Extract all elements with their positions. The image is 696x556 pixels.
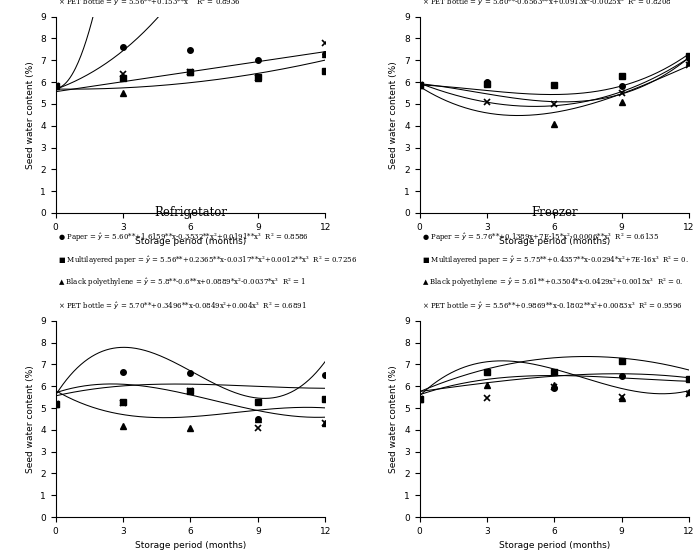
Y-axis label: Seed water content (%): Seed water content (%) — [390, 365, 399, 473]
Text: × PET bottle = $\hat{y}$ = 5.56**+0.9869**x-0.1802**x²+0.0083x³  R² = 0.9596: × PET bottle = $\hat{y}$ = 5.56**+0.9869… — [422, 301, 683, 312]
Text: ▲ Black polyethylene = $\hat{y}$ = 5.61**+0.3504*x-0.0429x²+0.0015x³  R² = 0.: ▲ Black polyethylene = $\hat{y}$ = 5.61*… — [422, 277, 683, 290]
Text: ● Paper = $\hat{y}$ = 5.60**+1.6159**x-0.3532**x²+0.0191**x³  R² = 0.8586: ● Paper = $\hat{y}$ = 5.60**+1.6159**x-0… — [58, 232, 309, 244]
Y-axis label: Seed water content (%): Seed water content (%) — [26, 365, 35, 473]
Text: ▲ Black polyethylene = $\hat{y}$ = 5.8**-0.6**x+0.0889*x²-0.0037*x³  R² = 1: ▲ Black polyethylene = $\hat{y}$ = 5.8**… — [58, 277, 306, 290]
X-axis label: Storage period (months): Storage period (months) — [498, 542, 610, 550]
Y-axis label: Seed water content (%): Seed water content (%) — [390, 61, 399, 168]
X-axis label: Storage period (months): Storage period (months) — [135, 542, 246, 550]
Text: × PET bottle = $\hat{y}$ = 5.70**+0.3496**x-0.0849x²+0.004x³  R² = 0.6891: × PET bottle = $\hat{y}$ = 5.70**+0.3496… — [58, 301, 307, 312]
Text: ● Paper = $\hat{y}$ = 5.76**+0.1389x+7E-15*x²-0.0006**x³  R² = 0.6135: ● Paper = $\hat{y}$ = 5.76**+0.1389x+7E-… — [422, 232, 659, 244]
X-axis label: Storage period (months): Storage period (months) — [498, 237, 610, 246]
Text: ■ Multilayered paper = $\hat{y}$ = 5.56**+0.2365**x-0.0317**x²+0.0012**x³  R² = : ■ Multilayered paper = $\hat{y}$ = 5.56*… — [58, 255, 358, 267]
X-axis label: Storage period (months): Storage period (months) — [135, 237, 246, 246]
Text: ■ Multilayered paper = $\hat{y}$ = 5.75**+0.4357**x-0.0294*x²+7E-16x³  R² = 0.: ■ Multilayered paper = $\hat{y}$ = 5.75*… — [422, 255, 689, 267]
Text: × PET bottle = $\hat{y}$ = 5.56**+0.153**x    R² = 0.8936: × PET bottle = $\hat{y}$ = 5.56**+0.153*… — [58, 0, 242, 8]
Text: × PET bottle = $\hat{y}$ = 5.80**-0.6563**x+0.0913x²-0.0025x³  R² = 0.8208: × PET bottle = $\hat{y}$ = 5.80**-0.6563… — [422, 0, 672, 8]
Y-axis label: Seed water content (%): Seed water content (%) — [26, 61, 35, 168]
Text: Freezer: Freezer — [531, 206, 578, 219]
Text: Refrigetator: Refrigetator — [154, 206, 227, 219]
